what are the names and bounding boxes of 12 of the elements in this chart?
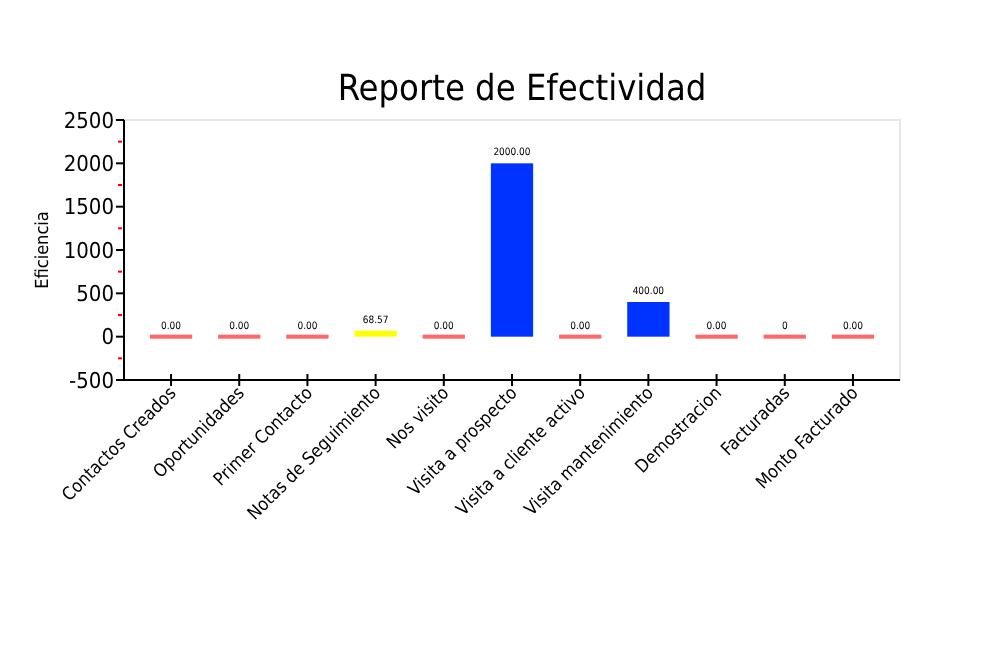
bar <box>490 163 534 337</box>
y-tick-label: 500 <box>76 281 114 308</box>
y-tick-label: 1000 <box>63 237 114 264</box>
y-tick-label: 2000 <box>63 151 114 178</box>
bar <box>354 330 397 337</box>
y-axis-title: Eficiencia <box>34 211 54 289</box>
chart-title: Reporte de Efectividad <box>337 68 707 110</box>
y-tick-label: 0 <box>101 324 114 351</box>
y-tick-label: -500 <box>69 367 114 394</box>
y-tick-label: 1500 <box>63 194 114 221</box>
bar <box>627 302 670 337</box>
y-tick-label: 2500 <box>63 107 114 134</box>
